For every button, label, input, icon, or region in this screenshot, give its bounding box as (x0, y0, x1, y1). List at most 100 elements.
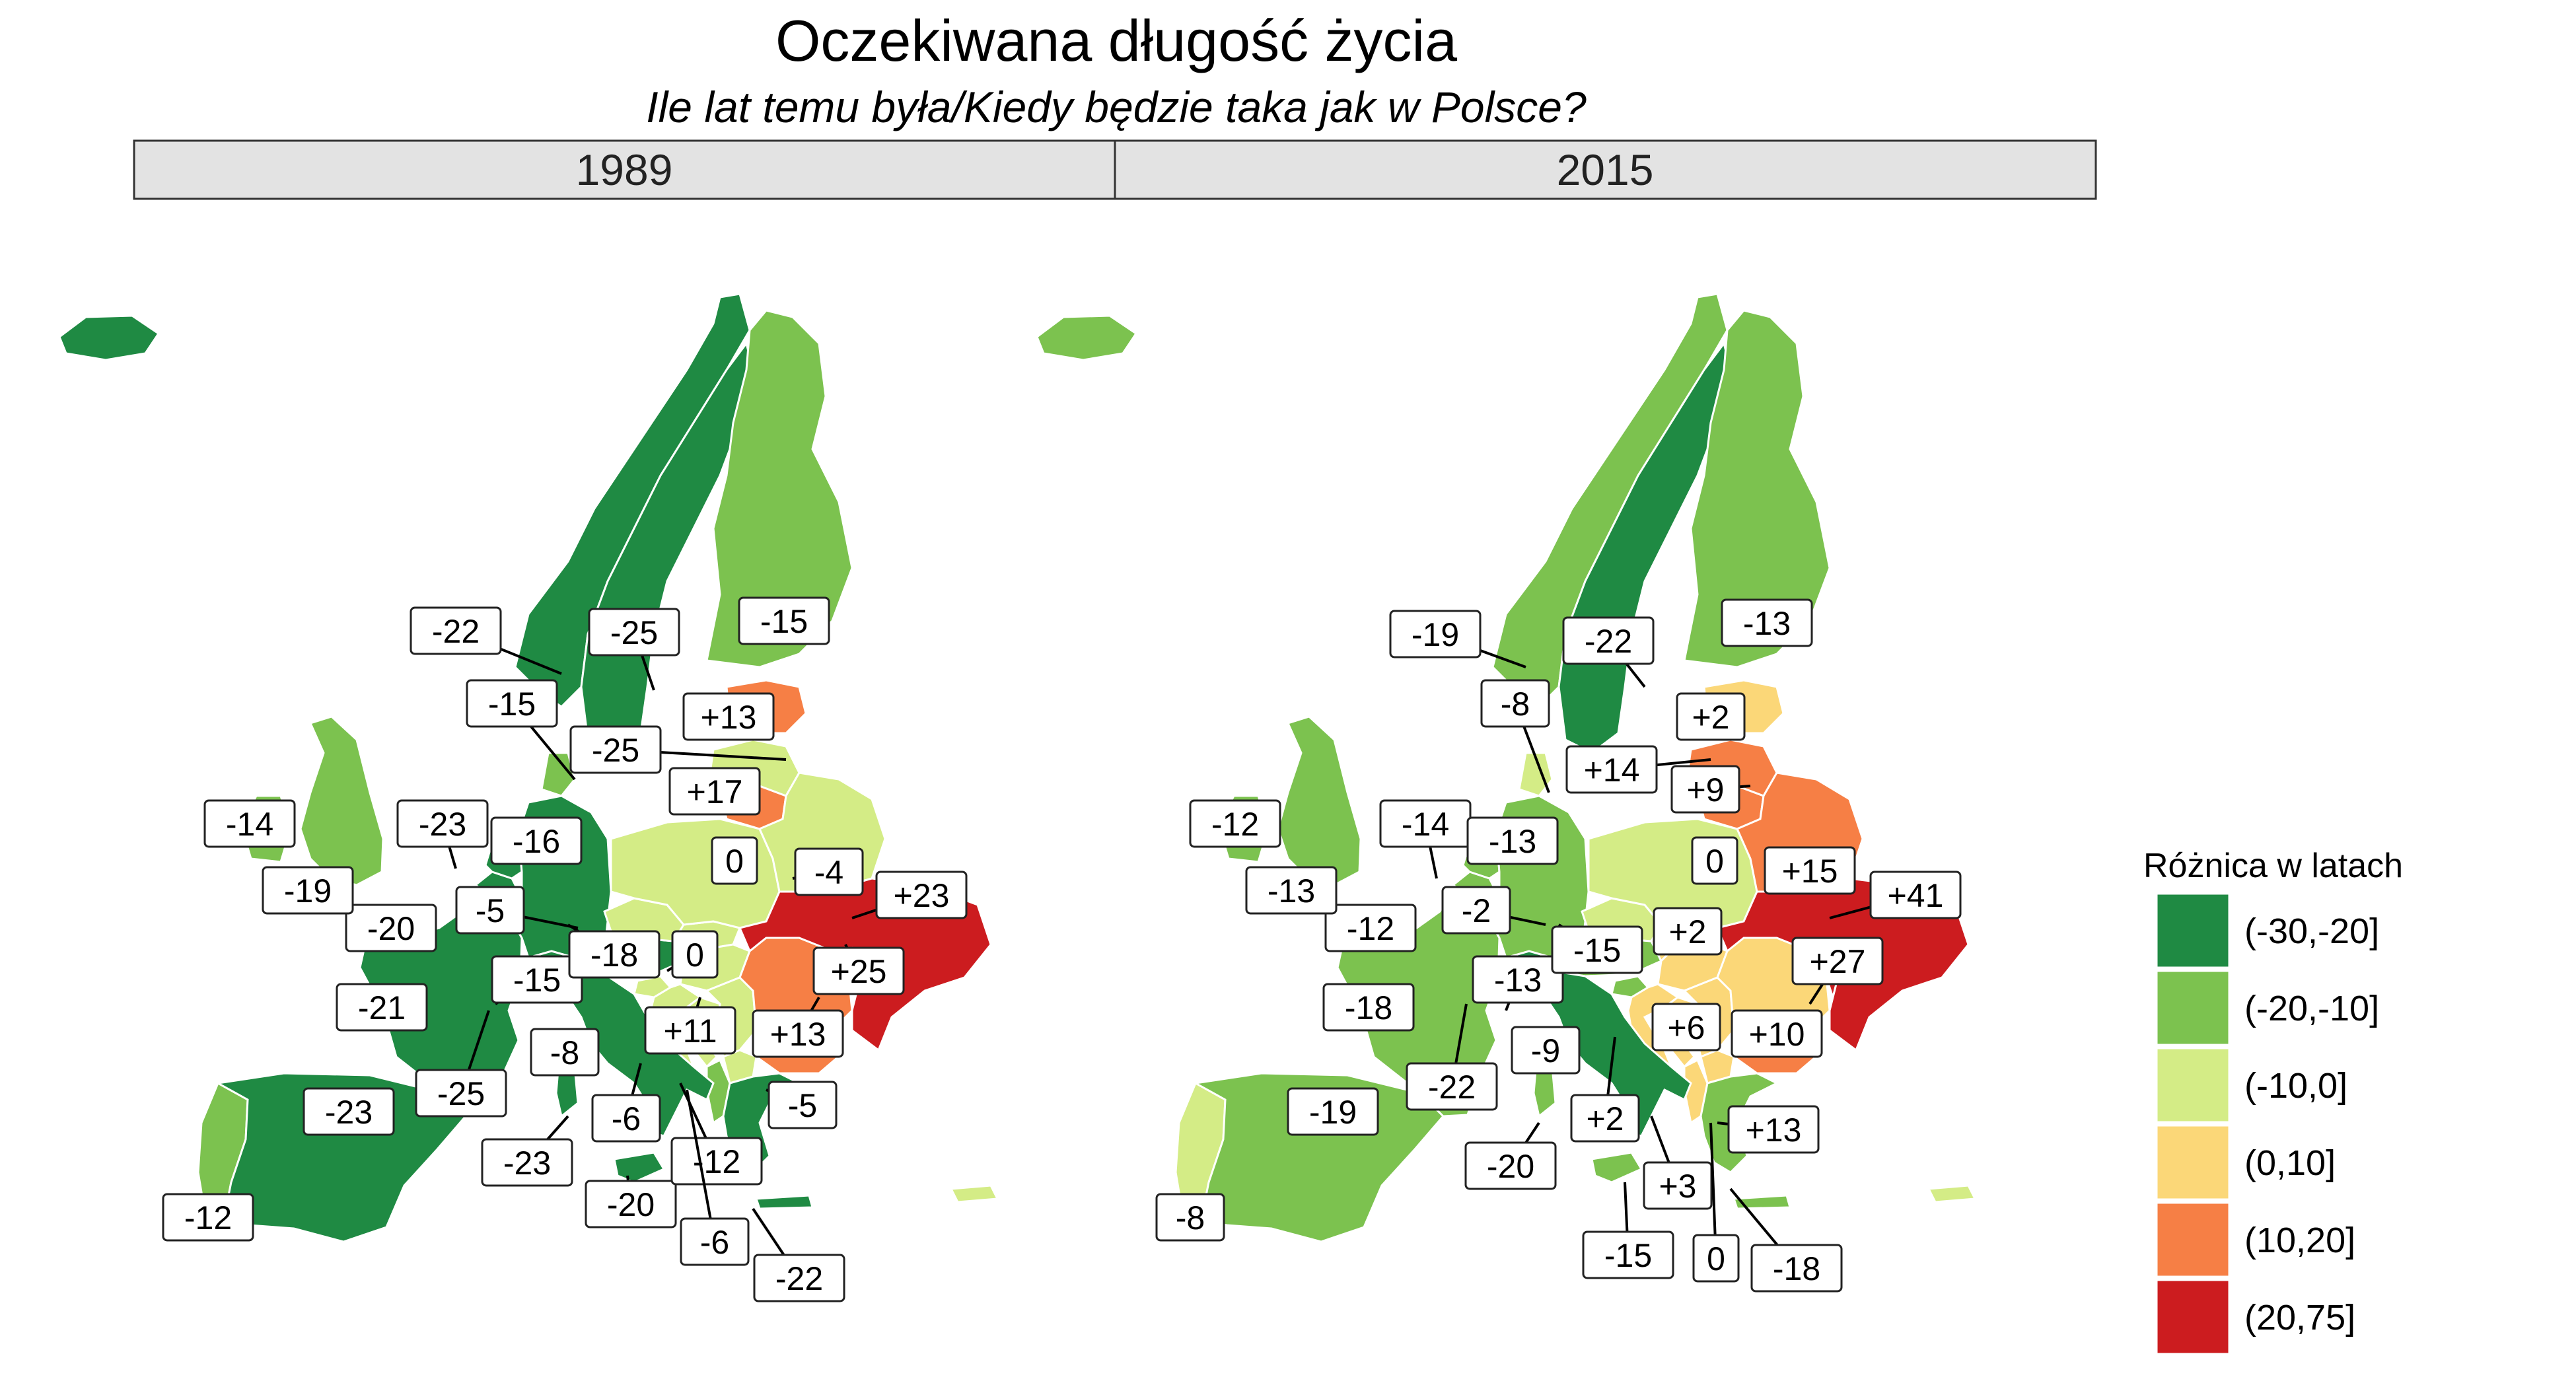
value-label-box (753, 1254, 845, 1302)
value-label: -15 (513, 962, 561, 999)
value-label-box (671, 930, 719, 979)
value-label: -22 (1585, 623, 1632, 660)
value-label: -22 (1428, 1069, 1476, 1106)
value-label: -20 (607, 1186, 655, 1223)
legend-item-label: (-30,-20] (2244, 911, 2379, 951)
value-label-box (682, 692, 775, 741)
value-label-box (1670, 765, 1740, 814)
value-label-box (1155, 1193, 1225, 1242)
value-label: -13 (1494, 962, 1542, 999)
value-label: -6 (700, 1224, 729, 1261)
value-label: -25 (592, 732, 639, 769)
value-label-box (1691, 836, 1738, 885)
value-label-box (1721, 598, 1813, 647)
value-label-box (530, 1028, 600, 1077)
value-label-box (1582, 1230, 1674, 1279)
value-label-box (768, 1081, 838, 1129)
value-label-box (1189, 799, 1281, 848)
value-label: -6 (612, 1100, 641, 1137)
country-cyprus (1927, 1184, 1977, 1203)
value-label-box (1764, 846, 1856, 895)
value-label: +3 (1659, 1168, 1696, 1205)
value-label: +2 (1586, 1100, 1624, 1137)
country-sicily (1591, 1151, 1643, 1184)
value-label-box (490, 816, 583, 865)
country-denmark (1518, 752, 1554, 797)
map-europe-2015 (1036, 293, 1977, 1243)
value-label: -18 (590, 937, 638, 974)
value-label-box (1441, 886, 1511, 935)
country-spain (215, 1072, 468, 1243)
value-label-box (303, 1087, 395, 1136)
value-label: -25 (437, 1075, 485, 1112)
value-label: +9 (1686, 771, 1724, 808)
value-label-box (1565, 745, 1658, 794)
value-label: -8 (1501, 686, 1530, 723)
value-label: -13 (1268, 872, 1315, 909)
value-label: 0 (686, 937, 704, 974)
value-label-box (752, 1009, 844, 1058)
value-label-box (1466, 816, 1559, 865)
value-label: -19 (1412, 616, 1459, 653)
legend-swatch (2155, 1124, 2231, 1201)
map-europe-1989 (58, 293, 999, 1243)
value-label-box (410, 606, 502, 655)
value-label: +17 (687, 773, 743, 810)
value-label-box (1653, 907, 1723, 956)
value-label: -23 (419, 806, 466, 843)
value-label: -12 (184, 1199, 232, 1236)
value-label-box (670, 1137, 763, 1186)
value-label: -14 (226, 806, 273, 843)
value-label: -5 (476, 892, 505, 929)
value-label: +13 (770, 1016, 826, 1053)
legend: Różnica w latach (-30,-20] (-20,-10] (-10,… (2143, 847, 2403, 1355)
value-label: -23 (503, 1145, 551, 1182)
legend-item-label: (10,20] (2244, 1221, 2355, 1260)
value-label: 0 (725, 843, 744, 880)
value-label-box (336, 983, 428, 1032)
legend-item-label: (-10,0] (2244, 1066, 2347, 1106)
value-label-box (591, 1094, 661, 1143)
value-label: -22 (432, 613, 480, 650)
country-uk (299, 715, 384, 886)
value-label-box (1480, 679, 1550, 728)
country-iceland (1036, 314, 1138, 361)
country-macedonia (1699, 1049, 1735, 1085)
map-labels-1989: -12-23-21-20-19-14 -23-5-15-25-23-8-6-20-… (162, 596, 968, 1302)
country-cyprus (949, 1184, 999, 1203)
facet-strip-label-1989: 1989 (576, 145, 673, 194)
legend-swatch (2155, 1047, 2231, 1123)
value-label-box (1322, 983, 1415, 1032)
value-label: -18 (1345, 989, 1392, 1026)
value-label: +10 (1749, 1016, 1805, 1053)
value-label-box (1406, 1062, 1498, 1111)
value-label: -23 (325, 1094, 373, 1131)
value-label-box (1643, 1161, 1713, 1210)
value-label-box (1287, 1087, 1379, 1136)
value-label: -20 (1487, 1148, 1534, 1185)
figure-subtitle: Ile lat temu była/Kiedy będzie taka jak … (646, 83, 1587, 131)
leader-line (686, 1089, 716, 1242)
value-label: 0 (1707, 1240, 1725, 1277)
legend-item-label: (-20,-10] (2244, 989, 2379, 1028)
value-label: -12 (1211, 806, 1259, 843)
value-label: -5 (788, 1087, 817, 1124)
country-uk (1277, 715, 1362, 886)
value-label-box (1551, 925, 1643, 974)
value-label-box (1676, 692, 1746, 741)
value-label: +13 (1746, 1112, 1802, 1149)
value-label: -20 (367, 910, 415, 947)
value-label: -9 (1531, 1032, 1560, 1069)
value-label-box (1692, 1234, 1740, 1283)
value-label-box (162, 1193, 254, 1242)
value-label-box (345, 904, 437, 952)
value-label-box (812, 946, 905, 995)
value-label-box (466, 679, 558, 728)
value-label: -16 (513, 823, 560, 860)
value-label: +13 (701, 699, 757, 736)
value-label: -2 (1462, 892, 1491, 929)
legend-swatch (2155, 1279, 2231, 1355)
country-crete (1732, 1194, 1791, 1210)
country-crete (754, 1194, 814, 1210)
